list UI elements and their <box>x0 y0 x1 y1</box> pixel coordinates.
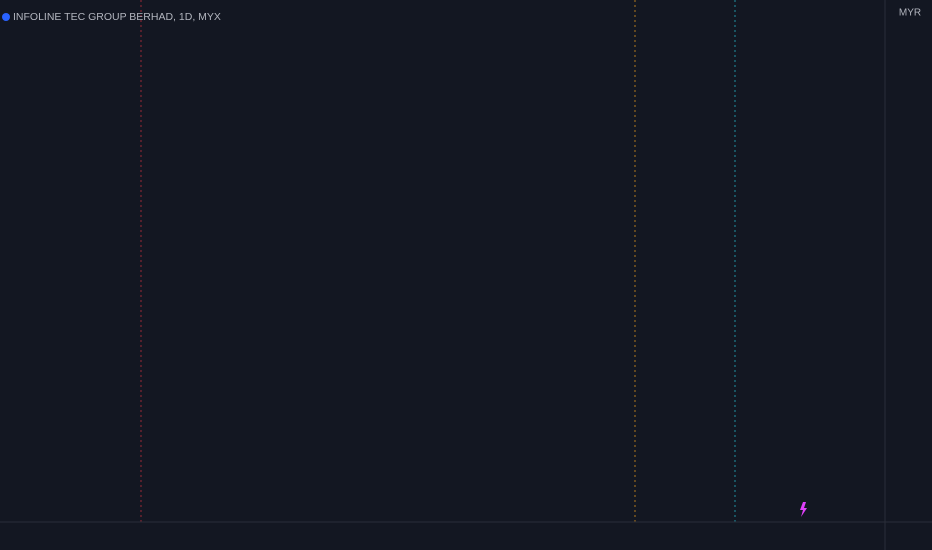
split-icon <box>800 502 807 517</box>
symbol-icon <box>2 13 10 21</box>
currency-label: MYR <box>899 8 921 19</box>
price-axis-panel <box>885 0 932 550</box>
chart-title: INFOLINE TEC GROUP BERHAD, 1D, MYX <box>13 11 221 23</box>
